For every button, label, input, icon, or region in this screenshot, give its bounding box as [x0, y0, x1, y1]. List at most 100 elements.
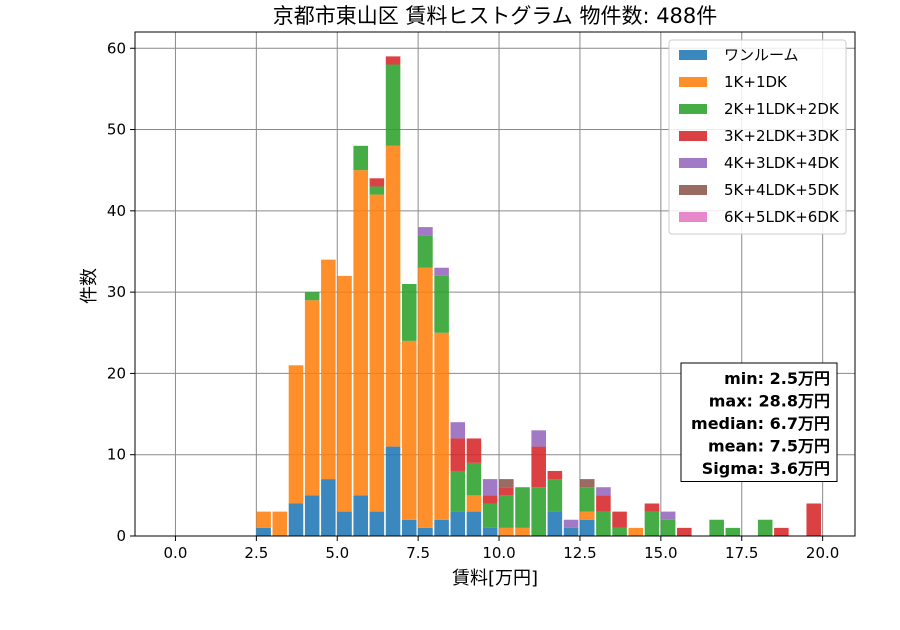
- histogram-bar-segment: [418, 235, 433, 268]
- histogram-bar-segment: [466, 511, 482, 536]
- legend-label: 3K+2LDK+3DK: [724, 127, 840, 145]
- y-axis-label: 件数: [79, 268, 100, 304]
- histogram-bar-segment: [288, 503, 304, 536]
- histogram-bar-segment: [434, 267, 449, 276]
- y-tick-label: 50: [107, 121, 126, 139]
- histogram-bar-segment: [466, 438, 482, 463]
- axis-ticks: 0.0 2.5 5.0 7.5 10.0 12.5 15.0 17.5 20.0 0 10 20 30 4…: [107, 39, 839, 562]
- legend-label: 5K+4LDK+5DK: [724, 181, 840, 199]
- histogram-bar-segment: [531, 487, 546, 536]
- y-tick-label: 10: [107, 446, 126, 464]
- x-tick-label: 15.0: [644, 544, 677, 562]
- histogram-bar-segment: [596, 487, 611, 496]
- histogram-bar-segment: [644, 503, 660, 512]
- histogram-bar-segment: [256, 527, 271, 536]
- histogram-bar-segment: [596, 495, 611, 512]
- histogram-bar-segment: [547, 479, 563, 512]
- histogram-bar-segment: [482, 495, 498, 504]
- histogram-bar-segment: [563, 527, 579, 536]
- histogram-bar-segment: [499, 495, 514, 528]
- histogram-bar-segment: [499, 487, 514, 496]
- histogram-bar-segment: [385, 56, 401, 65]
- histogram-bar-segment: [531, 446, 546, 488]
- histogram-bar-segment: [353, 170, 368, 496]
- histogram-bars: [256, 56, 822, 536]
- legend: ワンルーム 1K+1DK 2K+1LDK+2DK 3K+2LDK+3DK 4K+3LDK…: [668, 39, 847, 235]
- legend-box: [668, 39, 847, 235]
- legend-label: 6K+5LDK+6DK: [724, 208, 840, 226]
- histogram-bar-segment: [401, 519, 417, 536]
- histogram-bar-segment: [466, 495, 482, 512]
- y-tick-label: 30: [107, 283, 126, 301]
- histogram-bar-segment: [482, 479, 498, 496]
- legend-swatch: [679, 77, 707, 87]
- legend-swatch: [679, 212, 707, 222]
- stats-box: min: 2.5万円 max: 28.8万円 median: 6.7万円 mean: …: [680, 362, 838, 482]
- legend-swatch: [679, 158, 707, 168]
- histogram-bar-segment: [515, 487, 530, 528]
- legend-label: 2K+1LDK+2DK: [724, 100, 840, 118]
- histogram-bar-segment: [321, 479, 336, 536]
- x-tick-label: 7.5: [406, 544, 430, 562]
- legend-label: 4K+3LDK+4DK: [724, 154, 840, 172]
- stats-line: median: 6.7万円: [691, 414, 830, 433]
- histogram-bar-segment: [418, 267, 433, 528]
- histogram-bar-segment: [450, 422, 466, 439]
- histogram-bar-segment: [434, 332, 449, 520]
- histogram-bar-segment: [531, 430, 546, 447]
- x-tick-label: 10.0: [482, 544, 515, 562]
- stats-line: min: 2.5万円: [724, 369, 830, 388]
- histogram-bar-segment: [499, 479, 514, 488]
- histogram-bar-segment: [482, 527, 498, 536]
- histogram-bar-segment: [628, 527, 644, 536]
- legend-label: ワンルーム: [724, 46, 799, 64]
- histogram-bar-segment: [450, 470, 466, 512]
- histogram-bar-segment: [677, 527, 692, 536]
- histogram-bar-segment: [774, 527, 789, 536]
- histogram-bar-segment: [547, 511, 563, 536]
- histogram-bar-segment: [337, 275, 352, 512]
- histogram-bar-segment: [596, 511, 611, 536]
- histogram-bar-segment: [450, 511, 466, 536]
- histogram-bar-segment: [288, 365, 304, 504]
- histogram-bar-segment: [401, 340, 417, 520]
- histogram-bar-segment: [418, 227, 433, 236]
- chart-title: 京都市東山区 賃料ヒストグラム 物件数: 488件: [273, 4, 718, 28]
- stats-box-frame: [680, 362, 838, 482]
- y-tick-label: 20: [107, 364, 126, 382]
- histogram-bar-segment: [499, 527, 514, 536]
- histogram-bar-segment: [709, 519, 724, 536]
- histogram-bar-segment: [579, 479, 595, 488]
- y-tick-label: 0: [116, 527, 126, 545]
- x-tick-label: 2.5: [244, 544, 268, 562]
- histogram-bar-segment: [304, 495, 320, 536]
- histogram-bar-segment: [353, 495, 368, 536]
- histogram-bar-segment: [337, 511, 352, 536]
- plot-frame: [134, 31, 856, 537]
- histogram-bar-segment: [385, 446, 401, 536]
- y-tick-label: 60: [107, 39, 126, 57]
- histogram-bar-segment: [725, 527, 741, 536]
- histogram-bar-segment: [272, 511, 288, 536]
- histogram-bar-segment: [466, 462, 482, 496]
- histogram-bar-segment: [644, 511, 660, 536]
- x-tick-label: 0.0: [164, 544, 188, 562]
- x-axis-label: 賃料[万円]: [452, 568, 538, 589]
- histogram-bar-segment: [434, 519, 449, 536]
- histogram-bar-segment: [434, 275, 449, 333]
- histogram-bar-segment: [579, 487, 595, 512]
- histogram-bar-segment: [482, 503, 498, 528]
- x-tick-label: 12.5: [563, 544, 596, 562]
- histogram-bar-segment: [579, 519, 595, 536]
- y-tick-label: 40: [107, 202, 126, 220]
- histogram-bar-segment: [547, 470, 563, 480]
- histogram-bar-segment: [612, 511, 627, 528]
- histogram-bar-segment: [385, 64, 401, 146]
- legend-swatch: [679, 185, 707, 195]
- histogram-bar-segment: [450, 438, 466, 471]
- legend-swatch: [679, 50, 707, 60]
- histogram-bar-segment: [256, 511, 271, 528]
- histogram-bar-segment: [660, 511, 676, 520]
- histogram-bar-segment: [806, 503, 822, 536]
